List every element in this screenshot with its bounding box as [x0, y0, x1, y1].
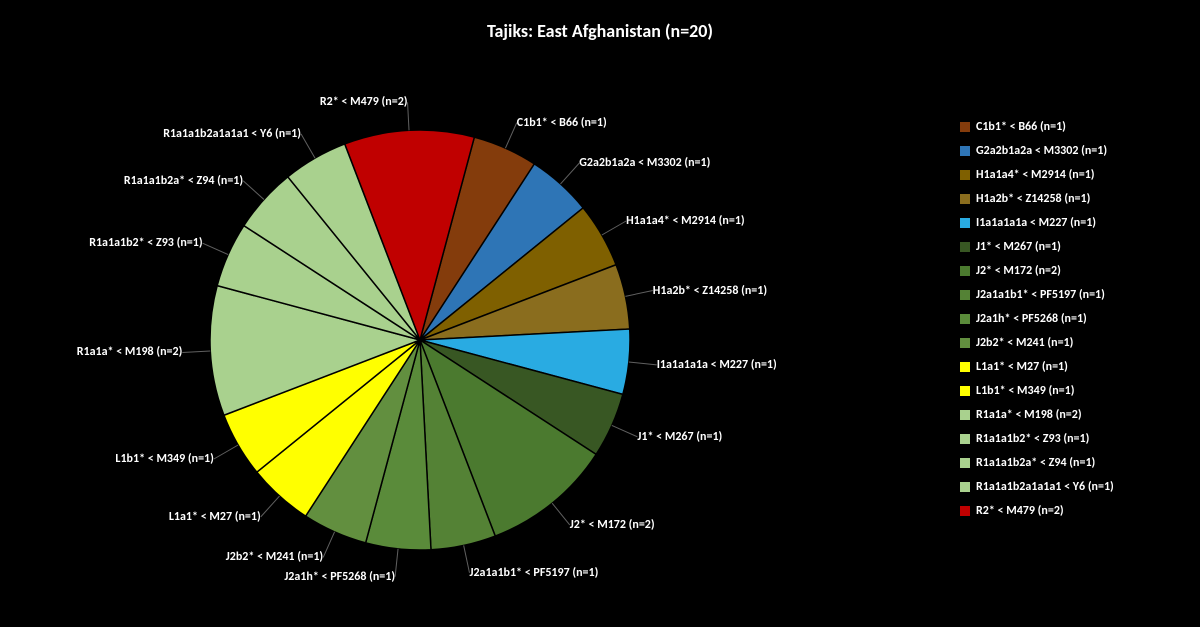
slice-label: J2b2* < M241 (n=1): [226, 550, 323, 564]
leader-line: [203, 243, 229, 254]
slice-label: H1a1a4* < M2914 (n=1): [626, 214, 745, 228]
slice-label: R1a1a1b2a1a1a1 < Y6 (n=1): [163, 127, 301, 141]
legend-swatch: [960, 482, 970, 492]
legend-label: H1a2b* < Z14258 (n=1): [976, 192, 1090, 206]
legend-swatch: [960, 242, 970, 252]
slice-label: J2* < M172 (n=2): [570, 518, 655, 532]
legend-swatch: [960, 338, 970, 348]
slice-label: L1b1* < M349 (n=1): [115, 452, 213, 466]
legend-label: R1a1a1b2a* < Z94 (n=1): [976, 456, 1095, 470]
legend-item: J2a1h* < PF5268 (n=1): [960, 312, 1114, 326]
legend-label: R2* < M479 (n=2): [976, 504, 1064, 518]
legend-label: G2a2b1a2a < M3302 (n=1): [976, 144, 1107, 158]
legend-item: H1a2b* < Z14258 (n=1): [960, 192, 1114, 206]
legend-label: L1b1* < M349 (n=1): [976, 384, 1074, 398]
legend-item: J2b2* < M241 (n=1): [960, 336, 1114, 350]
legend-swatch: [960, 146, 970, 156]
leader-line: [612, 425, 638, 436]
leader-line: [182, 351, 210, 352]
slice-label: C1b1* < B66 (n=1): [517, 116, 607, 130]
legend-label: H1a1a4* < M2914 (n=1): [976, 168, 1095, 182]
legend-item: R1a1a1b2a1a1a1 < Y6 (n=1): [960, 480, 1114, 494]
legend-item: R1a1a* < M198 (n=2): [960, 408, 1114, 422]
leader-line: [561, 163, 580, 184]
slice-label: I1a1a1a1a < M227 (n=1): [657, 358, 777, 372]
legend-label: R1a1a1b2* < Z93 (n=1): [976, 432, 1089, 446]
legend-swatch: [960, 506, 970, 516]
legend-item: R1a1a1b2* < Z93 (n=1): [960, 432, 1114, 446]
legend-item: R1a1a1b2a* < Z94 (n=1): [960, 456, 1114, 470]
legend-item: C1b1* < B66 (n=1): [960, 120, 1114, 134]
legend-swatch: [960, 290, 970, 300]
slice-label: R1a1a1b2a* < Z94 (n=1): [124, 174, 243, 188]
slice-label: J1* < M267 (n=1): [637, 430, 722, 444]
leader-line: [301, 134, 315, 158]
legend-label: J2* < M172 (n=2): [976, 264, 1061, 278]
slice-label: J2a1a1b1* < PF5197 (n=1): [469, 566, 598, 580]
legend-swatch: [960, 434, 970, 444]
leader-line: [602, 221, 626, 235]
legend-item: J1* < M267 (n=1): [960, 240, 1114, 254]
legend-swatch: [960, 122, 970, 132]
legend-label: R1a1a* < M198 (n=2): [976, 408, 1082, 422]
legend-swatch: [960, 170, 970, 180]
legend-item: H1a1a4* < M2914 (n=1): [960, 168, 1114, 182]
legend-item: J2a1a1b1* < PF5197 (n=1): [960, 288, 1114, 302]
legend-swatch: [960, 362, 970, 372]
legend-swatch: [960, 386, 970, 396]
legend-item: L1b1* < M349 (n=1): [960, 384, 1114, 398]
leader-line: [323, 532, 334, 558]
slice-label: R1a1a1b2* < Z93 (n=1): [89, 236, 202, 250]
legend-label: J1* < M267 (n=1): [976, 240, 1061, 254]
legend-swatch: [960, 410, 970, 420]
legend-item: R2* < M479 (n=2): [960, 504, 1114, 518]
legend-swatch: [960, 194, 970, 204]
leader-line: [243, 181, 264, 200]
legend-label: R1a1a1b2a1a1a1 < Y6 (n=1): [976, 480, 1114, 494]
legend-swatch: [960, 266, 970, 276]
leader-line: [505, 123, 516, 149]
leader-line: [261, 496, 280, 517]
legend-label: J2a1a1b1* < PF5197 (n=1): [976, 288, 1105, 302]
legend-item: J2* < M172 (n=2): [960, 264, 1114, 278]
legend-label: I1a1a1a1a < M227 (n=1): [976, 216, 1096, 230]
leader-line: [408, 102, 409, 130]
leader-line: [395, 549, 398, 577]
legend-item: L1a1* < M27 (n=1): [960, 360, 1114, 374]
legend-label: C1b1* < B66 (n=1): [976, 120, 1066, 134]
slice-label: R2* < M479 (n=2): [320, 95, 408, 109]
leader-line: [214, 445, 238, 459]
leader-line: [552, 503, 570, 525]
slice-label: H1a2b* < Z14258 (n=1): [653, 284, 767, 298]
legend-swatch: [960, 314, 970, 324]
legend: C1b1* < B66 (n=1) G2a2b1a2a < M3302 (n=1)…: [960, 120, 1114, 528]
slice-label: J2a1h* < PF5268 (n=1): [284, 570, 395, 584]
slice-label: L1a1* < M27 (n=1): [169, 510, 261, 524]
legend-label: J2a1h* < PF5268 (n=1): [976, 312, 1087, 326]
legend-swatch: [960, 458, 970, 468]
leader-line: [625, 291, 652, 297]
legend-label: J2b2* < M241 (n=1): [976, 336, 1073, 350]
legend-label: L1a1* < M27 (n=1): [976, 360, 1068, 374]
legend-item: G2a2b1a2a < M3302 (n=1): [960, 144, 1114, 158]
legend-item: I1a1a1a1a < M227 (n=1): [960, 216, 1114, 230]
leader-line: [629, 362, 657, 365]
slice-label: G2a2b1a2a < M3302 (n=1): [579, 156, 710, 170]
legend-swatch: [960, 218, 970, 228]
slice-label: R1a1a* < M198 (n=2): [77, 345, 183, 359]
